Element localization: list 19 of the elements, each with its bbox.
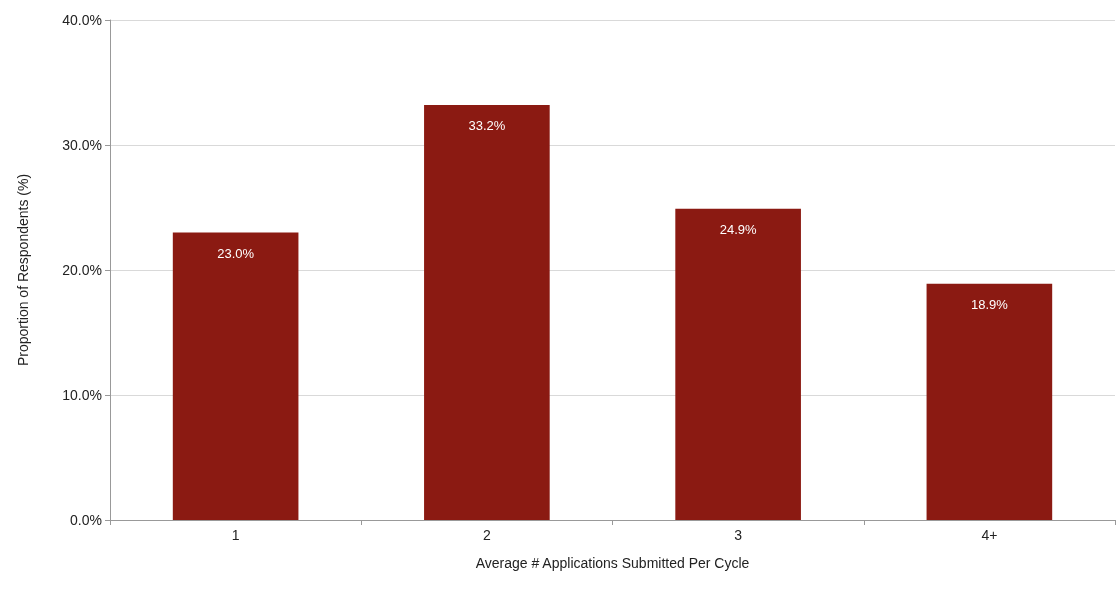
data-label: 24.9% bbox=[719, 221, 757, 237]
y-tick-label: 10.0% bbox=[62, 387, 102, 403]
x-tick-label: 1 bbox=[231, 527, 240, 543]
bar bbox=[424, 105, 550, 520]
data-label: 33.2% bbox=[468, 118, 506, 133]
data-label: 23.0% bbox=[217, 245, 255, 261]
y-axis-title: Proportion of Respondents (%) bbox=[15, 173, 31, 367]
y-tick-label: 0.0% bbox=[70, 512, 102, 528]
x-tick-label: 4+ bbox=[981, 527, 998, 543]
bar bbox=[675, 208, 801, 520]
x-tick-label: 3 bbox=[734, 527, 743, 543]
y-tick-label: 20.0% bbox=[62, 262, 102, 278]
x-axis-title: Average # Applications Submitted Per Cycle bbox=[475, 555, 750, 571]
bar bbox=[172, 232, 299, 520]
y-tick-label: 40.0% bbox=[62, 12, 102, 28]
bar bbox=[926, 283, 1053, 520]
x-tick-label: 2 bbox=[482, 527, 491, 543]
y-tick-label: 30.0% bbox=[62, 137, 102, 153]
data-label: 18.9% bbox=[970, 296, 1009, 312]
